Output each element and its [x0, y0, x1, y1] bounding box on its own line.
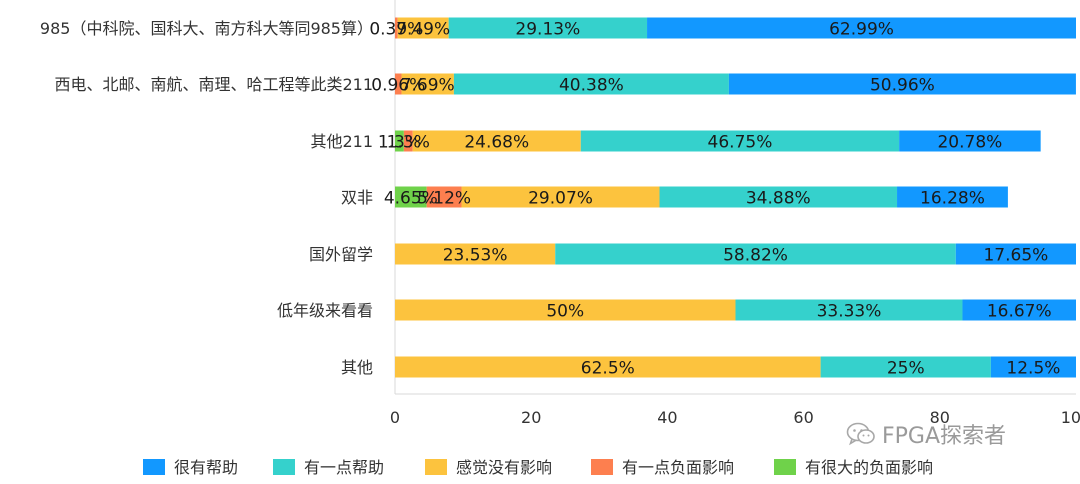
legend-label: 有一点帮助 [304, 458, 384, 477]
bar-segment [659, 186, 898, 208]
data-label: 62.99% [829, 20, 894, 40]
category-label: 985（中科院、国科大、南方科大等同985算） [40, 19, 373, 38]
data-label: 58.82% [723, 246, 788, 266]
bar-segment [461, 186, 660, 208]
category-label: 西电、北邮、南航、南理、哈工程等此类211 [54, 75, 373, 94]
legend-label: 有很大的负面影响 [805, 458, 933, 477]
bar-segment [395, 356, 821, 378]
data-label: 16.28% [920, 189, 985, 209]
category-label: 双非 [341, 188, 373, 207]
data-label: 62.5% [581, 359, 635, 379]
bar-segment [395, 73, 402, 95]
bar-segment [412, 130, 581, 152]
data-label: 50.96% [870, 76, 935, 96]
data-label: 20.78% [937, 133, 1002, 153]
bar-segment [426, 186, 462, 208]
legend-swatch [425, 459, 447, 475]
bar-segment [735, 299, 963, 321]
data-label: 23.53% [443, 246, 508, 266]
legend-label: 感觉没有影响 [456, 458, 552, 477]
wechat-icon [846, 422, 875, 446]
bar-segment [899, 130, 1041, 152]
legend-label: 很有帮助 [174, 458, 238, 477]
bar-segment [955, 243, 1076, 265]
data-label: 29.13% [515, 20, 580, 40]
bar-segment [397, 17, 449, 39]
bar-segment [395, 130, 404, 152]
bar-segment [395, 17, 398, 39]
bar-segment [580, 130, 900, 152]
data-label: 7.69% [401, 76, 455, 96]
data-label: 50% [546, 302, 584, 322]
bar-segment [990, 356, 1076, 378]
bar-segment [453, 73, 729, 95]
data-label: 24.68% [464, 133, 529, 153]
data-label: 17.65% [983, 246, 1048, 266]
category-label: 国外留学 [309, 245, 373, 264]
data-label: 5.12% [417, 189, 471, 209]
bar-segment [448, 17, 648, 39]
bar-segment [395, 186, 427, 208]
bar-segment [555, 243, 956, 265]
data-label: 29.07% [528, 189, 593, 209]
data-label: 12.5% [1006, 359, 1060, 379]
bar-segment [401, 73, 454, 95]
legend-label: 有一点负面影响 [622, 458, 734, 477]
x-tick-label: 60 [793, 408, 813, 427]
category-label: 其他211 [310, 132, 373, 151]
x-tick-label: 100 [1061, 408, 1080, 427]
watermark-text: FPGA探索者 [882, 424, 1007, 449]
data-label: 7.49% [396, 20, 450, 40]
bar-segment [647, 17, 1076, 39]
x-tick-label: 20 [521, 408, 541, 427]
data-label: 1.3% [387, 133, 430, 153]
data-label: 33.33% [817, 302, 882, 322]
bars-layer [395, 17, 1076, 378]
bar-segment [962, 299, 1076, 321]
bar-segment [897, 186, 1008, 208]
legend-swatch [591, 459, 613, 475]
data-label: 0.39% [369, 20, 423, 40]
category-label: 低年级来看看 [277, 301, 373, 320]
legend-swatch [774, 459, 796, 475]
category-label: 其他 [341, 358, 373, 377]
data-label: 16.67% [987, 302, 1052, 322]
segment-labels-layer: 0.39%7.49% 29.13% 62.99% 0.96%7.69% 40.38% 50… [369, 20, 1060, 379]
bar-segment [395, 299, 736, 321]
data-label: 1.3% [378, 133, 421, 153]
x-tick-label: 40 [657, 408, 677, 427]
data-label: 4.65% [384, 189, 438, 209]
data-label: 0.96% [371, 76, 425, 96]
legend-swatch [143, 459, 165, 475]
bar-segment [395, 243, 556, 265]
data-label: 34.88% [746, 189, 811, 209]
data-label: 25% [887, 359, 925, 379]
watermark: FPGA探索者 [846, 418, 1006, 450]
bar-segment [820, 356, 991, 378]
x-tick-label: 80 [930, 408, 950, 427]
legend-swatch [273, 459, 295, 475]
data-label: 40.38% [559, 76, 624, 96]
axis-layer: 985（中科院、国科大、南方科大等同985算） 西电、北邮、南航、南理、哈工程等此… [40, 0, 1080, 427]
bar-segment [728, 73, 1076, 95]
bar-segment [403, 130, 413, 152]
x-tick-label: 0 [390, 408, 400, 427]
legend: 很有帮助 有一点帮助 感觉没有影响 有一点负面影响 有很大的负面影响 [143, 458, 933, 477]
data-label: 46.75% [708, 133, 773, 153]
